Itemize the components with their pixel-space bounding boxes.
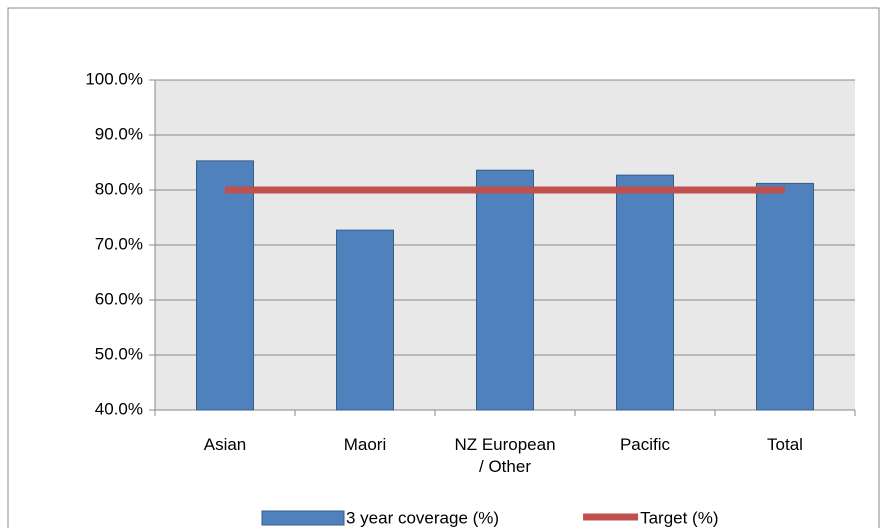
legend-label: Target (%)	[640, 508, 718, 527]
y-tick-label: 50.0%	[95, 344, 143, 363]
y-tick-label: 40.0%	[95, 399, 143, 418]
x-tick-label: Total	[767, 435, 803, 454]
bar	[616, 174, 674, 411]
x-tick-label: NZ European / Other	[454, 435, 556, 476]
bar	[476, 169, 534, 411]
bar	[756, 182, 814, 411]
y-tick-label: 60.0%	[95, 289, 143, 308]
x-tick-label: Asian	[203, 435, 247, 454]
y-tick-label: 70.0%	[95, 234, 143, 253]
y-tick-label: 90.0%	[95, 124, 143, 143]
x-tick-label: Pacific	[619, 435, 671, 454]
legend-label: 3 year coverage (%)	[346, 508, 499, 527]
legend-swatch	[261, 510, 345, 526]
x-tick-label: Maori	[343, 435, 387, 454]
bar	[336, 229, 394, 411]
bar	[196, 160, 254, 411]
y-tick-label: 100.0%	[85, 69, 143, 88]
y-tick-label: 80.0%	[95, 179, 143, 198]
